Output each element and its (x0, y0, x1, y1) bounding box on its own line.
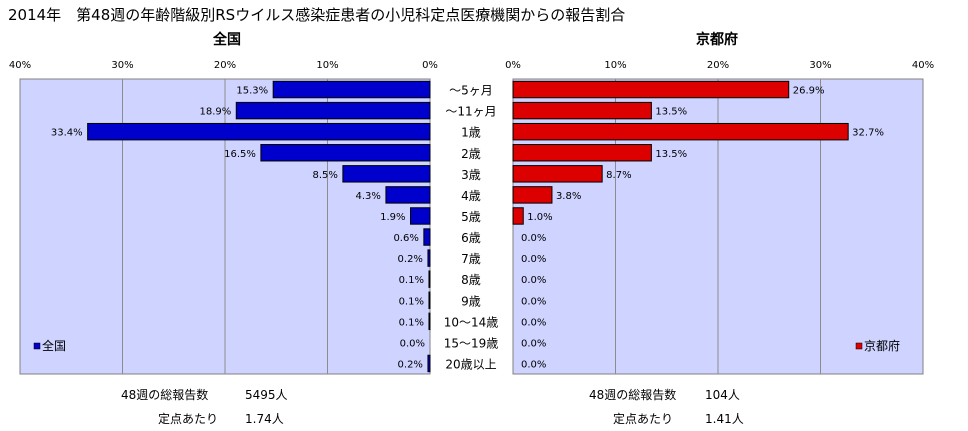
category-label: 10～14歳 (444, 315, 499, 329)
kyoto-bar (512, 186, 553, 204)
national-bar (87, 122, 431, 141)
kyoto-tick-label: 0% (505, 60, 521, 71)
national-data-label: 0.2% (398, 254, 423, 265)
kyoto-data-label: 32.7% (852, 128, 884, 139)
national-data-label: 18.9% (199, 107, 231, 118)
kyoto-data-label: 13.5% (655, 107, 687, 118)
legend-swatch-national (33, 342, 41, 350)
category-label: 20歳以上 (445, 357, 496, 371)
kyoto-data-label: 3.8% (556, 191, 581, 202)
national-bar (428, 270, 431, 288)
kyoto-data-label: 0.0% (521, 275, 546, 286)
national-bar (410, 207, 431, 225)
national-bar (260, 144, 431, 162)
kyoto-total-value: 104人 (705, 388, 740, 402)
national-data-label: 16.5% (224, 149, 256, 160)
kyoto-bar (512, 144, 652, 162)
national-per-value: 1.74人 (245, 412, 284, 426)
national-bar (272, 80, 431, 99)
chart-title: 2014年 第48週の年齢階級別RSウイルス感染症患者の小児科定点医療機関からの… (8, 6, 626, 24)
category-label: 8歳 (461, 273, 481, 287)
category-label: ～5ヶ月 (449, 84, 493, 98)
category-label: 15～19歳 (444, 336, 499, 350)
category-label: 4歳 (461, 189, 481, 203)
category-label: 6歳 (461, 231, 481, 245)
national-data-label: 1.9% (380, 212, 405, 223)
kyoto-bar (512, 101, 652, 120)
national-data-label: 0.0% (400, 338, 425, 349)
legend-swatch-kyoto (855, 342, 863, 350)
national-tick-label: 30% (111, 60, 133, 71)
kyoto-data-label: 0.0% (521, 254, 546, 265)
national-bar (423, 228, 431, 246)
category-label: 2歳 (461, 147, 481, 161)
kyoto-data-label: 0.0% (521, 359, 546, 370)
category-label: 9歳 (461, 294, 481, 308)
kyoto-data-label: 0.0% (521, 317, 546, 328)
category-label: 1歳 (461, 126, 481, 140)
national-tick-label: 10% (316, 60, 338, 71)
national-data-label: 15.3% (236, 86, 268, 97)
national-total-value: 5495人 (245, 388, 288, 402)
national-data-label: 0.6% (393, 233, 418, 244)
kyoto-data-label: 1.0% (527, 212, 552, 223)
category-label: 7歳 (461, 252, 481, 266)
kyoto-bar (512, 207, 524, 225)
national-bar (427, 249, 431, 267)
kyoto-data-label: 0.0% (521, 296, 546, 307)
category-label: 3歳 (461, 168, 481, 182)
kyoto-tick-label: 20% (707, 60, 729, 71)
kyoto-bar (512, 122, 849, 141)
national-bar (235, 101, 431, 120)
category-label: ～11ヶ月 (445, 105, 496, 119)
kyoto-total-label: 48週の総報告数 (589, 388, 677, 402)
national-total-label: 48週の総報告数 (121, 388, 209, 402)
national-bar (428, 312, 431, 331)
kyoto-data-label: 13.5% (655, 149, 687, 160)
national-bar (428, 291, 431, 309)
national-tick-label: 40% (9, 60, 31, 71)
kyoto-data-label: 0.0% (521, 233, 546, 244)
national-tick-label: 20% (214, 60, 236, 71)
kyoto-panel-title: 京都府 (696, 32, 738, 48)
kyoto-data-label: 0.0% (521, 338, 546, 349)
legend-label-kyoto: 京都府 (864, 338, 900, 353)
category-label: 5歳 (461, 210, 481, 224)
national-data-label: 0.1% (399, 296, 424, 307)
kyoto-per-label: 定点あたり (613, 412, 674, 426)
national-bar (427, 354, 431, 373)
kyoto-bar (512, 165, 603, 183)
kyoto-tick-label: 30% (809, 60, 831, 71)
national-data-label: 0.1% (399, 275, 424, 286)
kyoto-bar (512, 80, 790, 99)
national-bar (342, 165, 431, 183)
kyoto-tick-label: 40% (912, 60, 934, 71)
kyoto-tick-label: 10% (604, 60, 626, 71)
legend-label-national: 全国 (42, 338, 66, 353)
national-per-label: 定点あたり (158, 412, 219, 426)
kyoto-per-value: 1.41人 (705, 412, 744, 426)
national-tick-label: 0% (422, 60, 438, 71)
national-data-label: 0.2% (398, 359, 423, 370)
national-data-label: 0.1% (399, 317, 424, 328)
kyoto-data-label: 26.9% (793, 86, 825, 97)
national-bar (385, 186, 431, 204)
national-panel-title: 全国 (213, 32, 241, 48)
national-data-label: 8.5% (312, 170, 337, 181)
national-data-label: 33.4% (51, 128, 83, 139)
kyoto-data-label: 8.7% (606, 170, 631, 181)
national-data-label: 4.3% (356, 191, 381, 202)
